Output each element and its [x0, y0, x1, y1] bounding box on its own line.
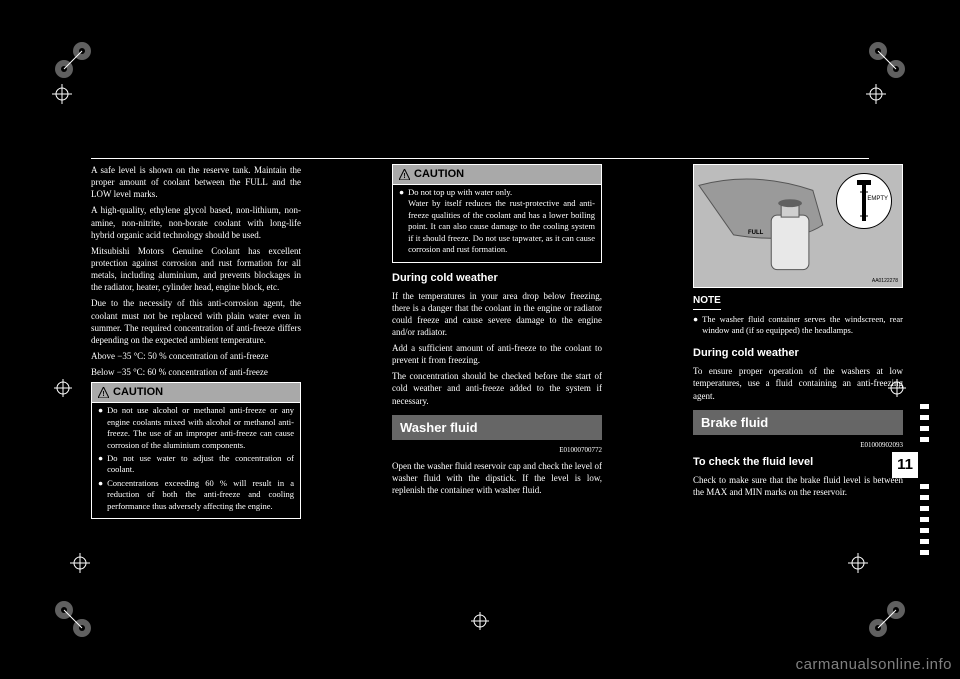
caution-title: CAUTION	[414, 167, 464, 182]
regmark-ml	[54, 379, 72, 397]
bullet-icon: ●	[693, 314, 698, 337]
bullet-icon: ●	[98, 453, 103, 476]
caution-item: Do not top up with water only. Water by …	[408, 187, 595, 256]
figure-code: AA0122278	[872, 278, 898, 285]
regmark-br2	[848, 553, 890, 595]
bullet-icon: ●	[98, 478, 103, 512]
regmark-bc	[471, 612, 489, 630]
caution-body: ●Do not use alcohol or methanol anti-fre…	[92, 403, 300, 518]
para: Check to make sure that the brake fluid …	[693, 474, 903, 498]
section-heading-washer: Washer fluid	[392, 415, 602, 441]
section-heading-brake: Brake fluid	[693, 410, 903, 436]
para: Open the washer fluid reservoir cap and …	[392, 460, 602, 496]
para: A safe level is shown on the reserve tan…	[91, 164, 301, 200]
caution-box: ! CAUTION ● Do not top up with water onl…	[392, 164, 602, 263]
reference-code: E01000700772	[392, 446, 602, 455]
para: Below −35 °C: 60 % concentration of anti…	[91, 366, 301, 378]
column-1: A safe level is shown on the reserve tan…	[91, 164, 301, 525]
para: Add a sufficient amount of anti-freeze t…	[392, 342, 602, 366]
warning-icon: !	[399, 169, 410, 180]
full-label: FULL	[748, 229, 763, 237]
para: If the temperatures in your area drop be…	[392, 290, 602, 339]
regmark-tr2	[866, 84, 908, 126]
watermark: carmanualsonline.info	[796, 656, 952, 673]
column-3: FULL EMPTY AA0122278 NOTE ● The washer f…	[693, 164, 903, 502]
subheading: During cold weather	[392, 271, 602, 286]
subheading: To check the fluid level	[693, 455, 903, 470]
para: To ensure proper operation of the washer…	[693, 365, 903, 401]
reference-code: E01000902093	[693, 441, 903, 450]
note-body: The washer fluid container serves the wi…	[702, 314, 903, 337]
regmark-tr	[866, 39, 908, 81]
caution-heading: ! CAUTION	[92, 383, 300, 403]
svg-text:!: !	[102, 391, 104, 398]
para: Due to the necessity of this anti-corros…	[91, 297, 301, 346]
bullet-icon: ●	[399, 187, 404, 256]
regmark-tl2	[52, 84, 94, 126]
regmark-bl2	[70, 553, 112, 595]
regmark-br	[866, 598, 908, 640]
caution-rest: Water by itself reduces the rust-protect…	[408, 198, 595, 254]
note-heading: NOTE	[693, 294, 721, 310]
edge-tabs-lower	[920, 484, 929, 561]
edge-tabs	[920, 404, 929, 448]
para: A high-quality, ethylene glycol based, n…	[91, 204, 301, 240]
caution-title: CAUTION	[113, 385, 163, 400]
header-rule	[91, 158, 869, 159]
para: Mitsubishi Motors Genuine Coolant has ex…	[91, 245, 301, 294]
caution-heading: ! CAUTION	[393, 165, 601, 185]
washer-fluid-figure: FULL EMPTY AA0122278	[693, 164, 903, 288]
caution-box: ! CAUTION ●Do not use alcohol or methano…	[91, 382, 301, 519]
caution-item: Do not use water to adjust the concentra…	[107, 453, 294, 476]
empty-label: EMPTY	[867, 195, 888, 203]
caution-body: ● Do not top up with water only. Water b…	[393, 185, 601, 262]
bullet-icon: ●	[98, 405, 103, 451]
svg-text:!: !	[403, 173, 405, 180]
para: The concentration should be checked befo…	[392, 370, 602, 406]
caution-item: Do not use alcohol or methanol anti-free…	[107, 405, 294, 451]
regmark-tl	[52, 39, 94, 81]
caution-item: Concentrations exceeding 60 % will resul…	[107, 478, 294, 512]
regmark-bl	[52, 598, 94, 640]
warning-icon: !	[98, 387, 109, 398]
subheading: During cold weather	[693, 346, 903, 361]
caution-lead: Do not top up with water only.	[408, 187, 512, 197]
para: Above −35 °C: 50 % concentration of anti…	[91, 350, 301, 362]
column-2: ! CAUTION ● Do not top up with water onl…	[392, 164, 602, 500]
